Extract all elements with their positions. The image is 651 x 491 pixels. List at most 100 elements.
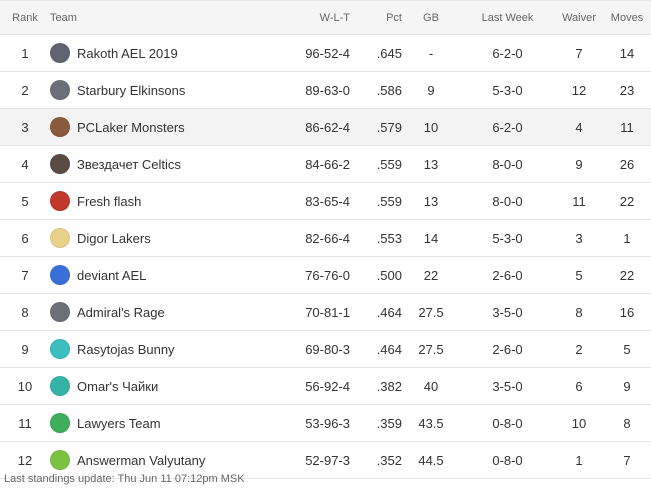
team-cell: Звездачет Celtics [50,146,280,183]
header-team[interactable]: Team [50,0,280,35]
team-cell: Rasytojas Bunny [50,331,280,368]
team-name-link[interactable]: Answerman Valyutany [77,452,206,468]
team-cell: Lawyers Team [50,405,280,442]
moves-cell: 11 [620,119,634,135]
header-gb[interactable]: GB [402,0,460,35]
team-cell: Omar's Чайки [50,368,280,405]
grey-jersey-icon[interactable] [50,302,70,322]
teal-jersey-icon[interactable] [50,339,70,359]
gb-cell: 22 [423,267,439,283]
header-waiver[interactable]: Waiver [555,0,603,35]
grey-jersey-icon[interactable] [50,43,70,63]
rank-cell: 4 [21,156,29,172]
green-jersey-icon[interactable] [50,450,70,470]
pct-cell: .553 [376,230,402,246]
last-week-cell: 5-3-0 [492,82,523,98]
team-cell: deviant AEL [50,257,280,294]
wlt-cell: 82-66-4 [305,230,350,246]
team-cell: Starbury Elkinsons [50,72,280,109]
moves-cell: 23 [619,82,635,98]
wlt-cell: 70-81-1 [305,304,350,320]
gb-cell: 13 [423,156,439,172]
wlt-cell: 83-65-4 [305,193,350,209]
gb-cell: 43.5 [418,415,444,431]
table-row: 4 Звездачет Celtics 84-66-2 .559 13 8-0-0 9 26 [0,146,651,183]
wlt-cell: 52-97-3 [305,452,350,468]
team-name-link[interactable]: PCLaker Monsters [77,119,185,135]
waiver-cell: 4 [575,119,583,135]
table-row: 11 Lawyers Team 53-96-3 .359 43.5 0-8-0 10 8 [0,405,651,442]
waiver-cell: 8 [575,304,583,320]
gb-cell: 14 [423,230,439,246]
team-name-link[interactable]: deviant AEL [77,267,147,283]
pct-cell: .382 [376,378,402,394]
team-photo-icon[interactable] [50,154,70,174]
lakers-jersey-icon[interactable] [50,228,70,248]
team-name-link[interactable]: Звездачет Celtics [77,156,181,172]
rank-cell: 1 [21,45,29,61]
gb-cell: 13 [423,193,439,209]
pct-cell: .559 [376,193,402,209]
gb-cell: 27.5 [418,304,444,320]
pct-cell: .500 [376,267,402,283]
team-name-link[interactable]: Rakoth AEL 2019 [77,45,178,61]
flash-logo-icon[interactable] [50,191,70,211]
last-week-cell: 2-6-0 [492,341,523,357]
pct-cell: .359 [376,415,402,431]
green-jersey-icon[interactable] [50,413,70,433]
gb-cell: 44.5 [418,452,444,468]
grey-jersey-icon[interactable] [50,80,70,100]
team-name-link[interactable]: Omar's Чайки [77,378,159,394]
team-name-link[interactable]: Lawyers Team [77,415,161,431]
rank-cell: 12 [17,452,33,468]
team-name-link[interactable]: Rasytojas Bunny [77,341,175,357]
waiver-cell: 11 [572,193,586,209]
table-row: 5 Fresh flash 83-65-4 .559 13 8-0-0 11 22 [0,183,651,220]
table-row: 9 Rasytojas Bunny 69-80-3 .464 27.5 2-6-0 2 5 [0,331,651,368]
team-photo-icon[interactable] [50,117,70,137]
last-week-cell: 3-5-0 [492,304,523,320]
last-week-cell: 3-5-0 [492,378,523,394]
team-cell: Admiral's Rage [50,294,280,331]
moves-cell: 5 [623,341,631,357]
waiver-cell: 12 [571,82,587,98]
header-moves[interactable]: Moves [603,0,651,35]
table-header-row: Rank Team W-L-T Pct GB Last Week Waiver … [0,0,651,35]
gb-cell: 40 [423,378,439,394]
rank-cell: 11 [18,415,32,431]
last-week-cell: 8-0-0 [492,156,523,172]
team-cell: Rakoth AEL 2019 [50,35,280,72]
last-week-cell: 5-3-0 [492,230,523,246]
last-update-note: Last standings update: Thu Jun 11 07:12p… [4,473,245,485]
pct-cell: .464 [376,304,402,320]
wlt-cell: 56-92-4 [305,378,350,394]
rank-cell: 10 [17,378,33,394]
team-name-link[interactable]: Admiral's Rage [77,304,165,320]
header-pct[interactable]: Pct [350,0,402,35]
header-wlt[interactable]: W-L-T [280,0,350,35]
moves-cell: 7 [623,452,631,468]
last-week-cell: 2-6-0 [492,267,523,283]
team-name-link[interactable]: Starbury Elkinsons [77,82,186,98]
moves-cell: 1 [623,230,631,246]
team-name-link[interactable]: Digor Lakers [77,230,151,246]
wlt-cell: 89-63-0 [305,82,350,98]
team-name-link[interactable]: Fresh flash [77,193,142,209]
moves-cell: 8 [623,415,631,431]
table-row: 8 Admiral's Rage 70-81-1 .464 27.5 3-5-0 8 16 [0,294,651,331]
waiver-cell: 6 [575,378,583,394]
blue-jersey-icon[interactable] [50,265,70,285]
team-cell: Fresh flash [50,183,280,220]
wlt-cell: 53-96-3 [305,415,350,431]
team-cell: Digor Lakers [50,220,280,257]
waiver-cell: 7 [575,45,583,61]
moves-cell: 22 [619,267,635,283]
rank-cell: 7 [21,267,29,283]
team-cell: PCLaker Monsters [50,109,280,146]
gb-cell: 9 [427,82,435,98]
waiver-cell: 3 [575,230,583,246]
last-week-cell: 6-2-0 [492,119,523,135]
header-rank[interactable]: Rank [0,0,50,35]
header-last-week[interactable]: Last Week [460,0,555,35]
teal-jersey-icon[interactable] [50,376,70,396]
